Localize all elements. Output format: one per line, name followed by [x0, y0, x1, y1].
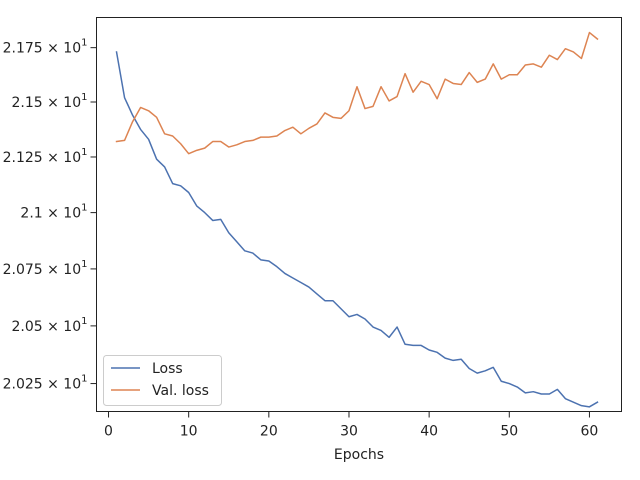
- plot-lines: [115, 31, 599, 408]
- x-axis: 0 10 20 30 40 50 60: [104, 411, 599, 440]
- legend-label-val-loss: Val. loss: [152, 383, 209, 399]
- x-tick-label: 50: [500, 424, 518, 440]
- series-line-val-loss: [115, 31, 599, 155]
- x-tick-label: 10: [180, 424, 198, 440]
- x-tick-label: 20: [260, 424, 278, 440]
- y-tick-label: 2.025 × 101: [3, 374, 88, 393]
- y-tick-label: 2.125 × 101: [3, 147, 88, 166]
- legend: Loss Val. loss: [103, 355, 222, 406]
- x-axis-label: Epochs: [334, 447, 384, 463]
- series-line-loss: [115, 51, 599, 408]
- x-tick-label: 40: [420, 424, 438, 440]
- x-tick-label: 30: [340, 424, 358, 440]
- legend-label-loss: Loss: [152, 361, 183, 377]
- plot-frame: [96, 17, 622, 412]
- x-tick-label: 60: [581, 424, 599, 440]
- y-tick-label: 2.15 × 101: [12, 92, 88, 111]
- y-tick-label: 2.05 × 101: [12, 316, 88, 335]
- y-tick-label: 2.075 × 101: [3, 259, 88, 278]
- y-axis: 2.025 × 101 2.05 × 101 2.075 × 101 2.1 × 10…: [3, 38, 97, 393]
- y-tick-label: 2.1 × 101: [20, 203, 87, 222]
- y-tick-label: 2.175 × 101: [3, 38, 88, 57]
- x-tick-label: 0: [104, 424, 113, 440]
